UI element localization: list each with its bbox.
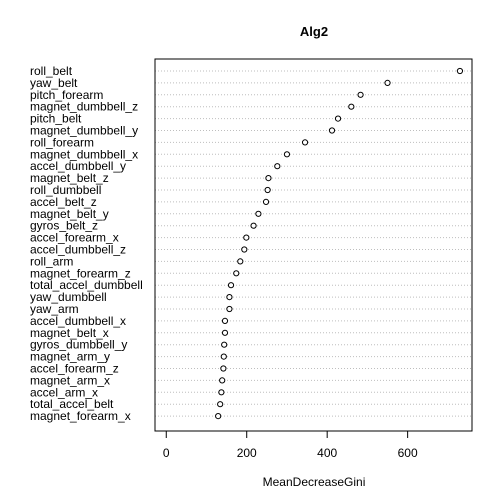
variable-label: magnet_forearm_x: [30, 409, 131, 423]
variable-label: pitch_forearm: [30, 88, 103, 102]
variable-label: roll_belt: [30, 64, 73, 78]
variable-label: roll_forearm: [30, 135, 94, 149]
variable-label: gyros_dumbbell_y: [30, 338, 127, 352]
variable-label: magnet_forearm_z: [30, 266, 131, 280]
variable-label: pitch_belt: [30, 112, 82, 126]
variable-label: magnet_belt_x: [30, 326, 109, 340]
variable-label: accel_forearm_x: [30, 231, 119, 245]
data-point: [328, 127, 336, 134]
data-point: [219, 377, 226, 384]
data-point: [217, 401, 224, 408]
guide-lines: [155, 70, 472, 417]
variable-label: accel_arm_x: [30, 385, 98, 399]
variable-labels: roll_beltyaw_beltpitch_forearmmagnet_dum…: [30, 64, 143, 423]
data-point: [227, 282, 235, 289]
variable-label: accel_forearm_z: [30, 362, 119, 376]
plot-frame: [154, 58, 473, 432]
data-point: [262, 198, 270, 205]
data-point: [334, 115, 342, 122]
data-points: [215, 67, 464, 420]
x-tick-label: 600: [398, 446, 418, 460]
variable-label: magnet_belt_z: [30, 171, 109, 185]
data-point: [283, 151, 291, 158]
data-point: [221, 341, 228, 348]
variable-label: yaw_belt: [30, 76, 78, 90]
data-point: [233, 270, 240, 277]
variable-label: magnet_arm_x: [30, 373, 110, 387]
data-point: [348, 103, 355, 110]
data-point: [274, 163, 281, 170]
data-point: [357, 91, 364, 98]
variable-label: roll_dumbbell: [30, 183, 101, 197]
chart-title: Alg2: [300, 24, 328, 39]
variable-label: magnet_belt_y: [30, 207, 109, 221]
variable-label: accel_belt_z: [30, 195, 97, 209]
data-point: [241, 246, 248, 253]
data-point: [226, 294, 233, 301]
data-point: [221, 329, 229, 336]
data-point: [456, 67, 464, 75]
x-tick-label: 400: [317, 446, 337, 460]
data-point: [215, 413, 222, 420]
data-point: [255, 210, 262, 217]
data-point: [243, 234, 250, 241]
data-point: [250, 222, 257, 229]
data-point: [384, 79, 391, 87]
data-point: [220, 353, 227, 360]
x-axis: 0 200 400 600: [163, 430, 418, 460]
variable-label: yaw_arm: [30, 302, 79, 316]
data-point: [264, 186, 271, 194]
x-tick-label: 200: [237, 446, 257, 460]
variable-label: magnet_dumbbell_y: [30, 124, 138, 138]
data-point: [221, 317, 229, 324]
variable-label: roll_arm: [30, 254, 73, 268]
data-point: [226, 305, 233, 313]
variable-label: gyros_belt_z: [30, 219, 98, 233]
data-point: [237, 258, 244, 265]
variable-label: yaw_dumbbell: [30, 290, 107, 304]
variable-label: accel_dumbbell_x: [30, 314, 126, 328]
data-point: [220, 365, 227, 372]
data-point: [265, 175, 272, 182]
variable-label: total_accel_belt: [30, 397, 114, 411]
data-point: [218, 389, 225, 396]
data-point: [301, 139, 309, 146]
variable-label: accel_dumbbell_z: [30, 243, 126, 257]
variable-label: magnet_arm_y: [30, 350, 110, 364]
variable-label: magnet_dumbbell_x: [30, 147, 138, 161]
x-axis-label: MeanDecreaseGini: [263, 475, 366, 489]
variable-label: accel_dumbbell_y: [30, 159, 126, 173]
x-tick-label: 0: [163, 446, 170, 460]
variable-label: magnet_dumbbell_z: [30, 100, 138, 114]
variable-label: total_accel_dumbbell: [30, 278, 143, 292]
